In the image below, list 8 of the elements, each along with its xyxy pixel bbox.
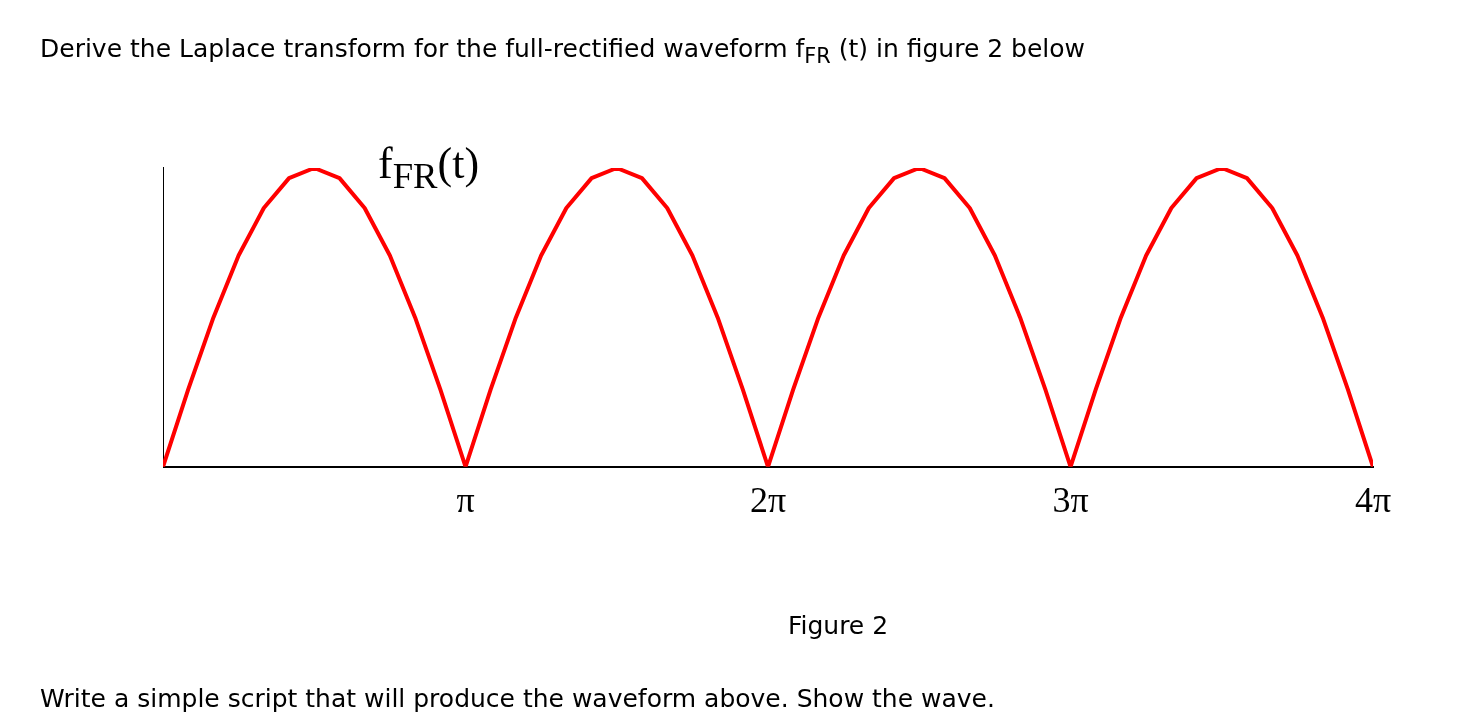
x-tick-label: 4π <box>1354 479 1392 520</box>
caption: Figure 2 <box>786 611 890 640</box>
y-axis-title: f$_{FR}$(t) <box>378 138 480 197</box>
x-tick-label: 3π <box>1052 479 1089 520</box>
x-tick-label: 2π <box>749 479 787 520</box>
chart-title: Derive the Laplace transform for the full-rectified waveform f$_{FR}$ (t) in figure 2 below <box>40 34 1085 68</box>
x-tick-label: π <box>456 479 475 520</box>
text: Write a simple script that will produce the waveform above. Show the wave. <box>40 684 995 713</box>
